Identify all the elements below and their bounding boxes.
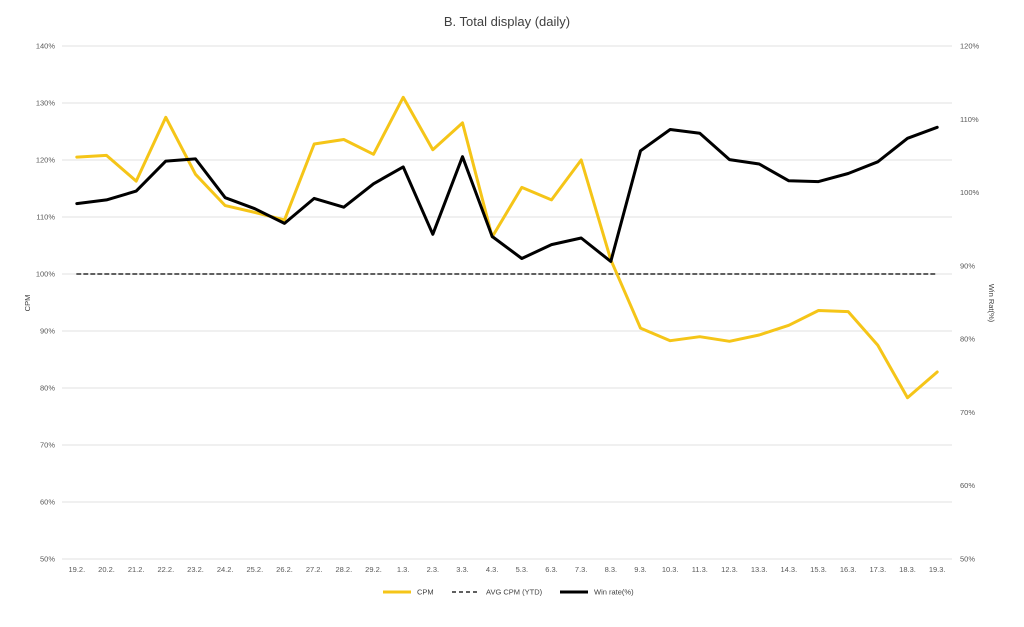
legend-label: CPM	[417, 588, 434, 597]
x-tick-label: 25.2.	[246, 565, 263, 574]
x-tick-label: 17.3.	[869, 565, 886, 574]
y-tick-label: 90%	[40, 327, 55, 336]
x-tick-label: 20.2.	[98, 565, 115, 574]
x-tick-label: 29.2.	[365, 565, 382, 574]
x-tick-label: 21.2.	[128, 565, 145, 574]
x-tick-label: 14.3.	[780, 565, 797, 574]
x-tick-label: 13.3.	[751, 565, 768, 574]
chart-title: B. Total display (daily)	[444, 14, 570, 29]
y-tick-label: 80%	[40, 384, 55, 393]
right-axis-ticks: 50% 60% 70% 80% 90% 100% 110% 120%	[960, 42, 980, 564]
y2-tick-label: 110%	[960, 115, 979, 124]
x-tick-label: 19.2.	[68, 565, 85, 574]
legend-label: Win rate(%)	[594, 588, 634, 597]
x-tick-label: 5.3.	[516, 565, 529, 574]
y2-tick-label: 50%	[960, 555, 975, 564]
y2-tick-label: 120%	[960, 42, 980, 51]
x-tick-label: 28.2.	[335, 565, 352, 574]
x-tick-label: 11.3.	[692, 565, 708, 574]
y-tick-label: 100%	[36, 270, 56, 279]
x-tick-label: 18.3.	[899, 565, 916, 574]
x-tick-label: 8.3.	[605, 565, 618, 574]
x-tick-label: 26.2.	[276, 565, 293, 574]
x-tick-label: 9.3.	[634, 565, 647, 574]
y-axis-title: CPM	[23, 295, 32, 312]
legend-label: AVG CPM (YTD)	[486, 588, 543, 597]
x-tick-label: 12.3.	[721, 565, 738, 574]
y2-tick-label: 100%	[960, 188, 980, 197]
legend: CPM AVG CPM (YTD) Win rate(%)	[383, 588, 634, 597]
x-tick-label: 15.3.	[810, 565, 827, 574]
y-tick-label: 130%	[36, 99, 56, 108]
y-tick-label: 70%	[40, 441, 55, 450]
x-tick-label: 19.3.	[929, 565, 946, 574]
series-lines	[75, 95, 939, 400]
y2-tick-label: 90%	[960, 261, 975, 270]
x-tick-label: 1.3.	[397, 565, 410, 574]
x-axis-ticks: 19.2. 20.2. 21.2. 22.2. 23.2. 24.2. 25.2. 26.2.…	[68, 565, 945, 574]
x-tick-label: 10.3.	[662, 565, 679, 574]
x-tick-label: 22.2.	[157, 565, 174, 574]
y2-axis-title: Win Rat(%)	[987, 284, 996, 323]
x-tick-label: 24.2.	[217, 565, 234, 574]
x-tick-label: 6.3.	[545, 565, 558, 574]
y-tick-label: 60%	[40, 498, 55, 507]
x-tick-label: 16.3.	[840, 565, 857, 574]
y-tick-label: 110%	[36, 213, 55, 222]
x-tick-label: 7.3.	[575, 565, 588, 574]
x-tick-label: 23.2.	[187, 565, 204, 574]
series-line-win-rate	[75, 125, 939, 263]
x-tick-label: 27.2.	[306, 565, 323, 574]
y-tick-label: 50%	[40, 555, 55, 564]
y2-tick-label: 70%	[960, 408, 975, 417]
x-tick-label: 4.3.	[486, 565, 499, 574]
x-tick-label: 3.3.	[456, 565, 469, 574]
series-line-cpm	[75, 95, 939, 400]
gridlines	[62, 45, 952, 560]
x-tick-label: 2.3.	[427, 565, 440, 574]
y2-tick-label: 60%	[960, 481, 975, 490]
y2-tick-label: 80%	[960, 335, 975, 344]
left-axis-ticks: 50% 60% 70% 80% 90% 100% 110% 120% 130% 140%	[36, 42, 56, 564]
y-tick-label: 120%	[36, 156, 56, 165]
y-tick-label: 140%	[36, 42, 56, 51]
